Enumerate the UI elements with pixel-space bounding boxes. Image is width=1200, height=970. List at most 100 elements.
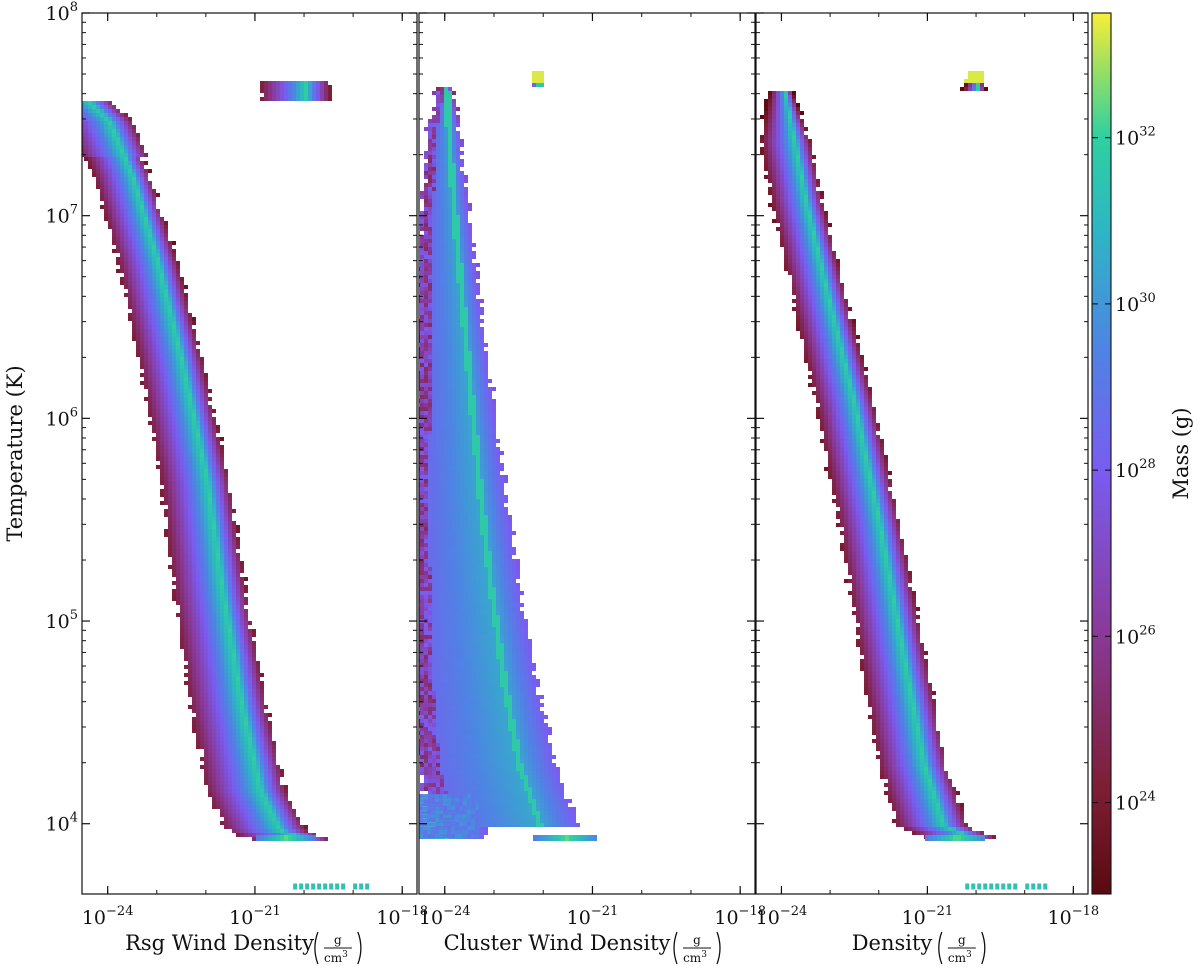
heatmap-cell <box>72 117 76 121</box>
heatmap-cell <box>168 377 172 381</box>
heatmap-cell <box>200 693 204 697</box>
heatmap-cell <box>96 129 100 133</box>
heatmap-cell <box>248 741 252 745</box>
heatmap-cell <box>476 419 480 423</box>
heatmap-cell <box>168 469 172 473</box>
heatmap-cell <box>164 509 168 513</box>
heatmap-cell <box>432 195 436 199</box>
heatmap-cell <box>308 835 312 842</box>
heatmap-cell <box>184 309 188 313</box>
heatmap-cell <box>164 241 168 245</box>
heatmap-cell <box>196 617 200 621</box>
heatmap-cell <box>432 435 436 439</box>
heatmap-cell <box>176 525 180 529</box>
heatmap-cell <box>188 621 192 625</box>
heatmap-cell <box>172 349 176 353</box>
heatmap-cell <box>460 467 464 471</box>
heatmap-cell <box>108 205 112 209</box>
heatmap-cell <box>188 361 192 365</box>
heatmap-cell <box>468 363 472 367</box>
heatmap-cell <box>196 693 200 697</box>
heatmap-cell <box>444 295 448 299</box>
heatmap-cell <box>224 497 228 501</box>
heatmap-cell <box>184 341 188 345</box>
heatmap-cell <box>480 443 484 447</box>
heatmap-cell <box>232 581 236 585</box>
heatmap-cell <box>428 243 432 247</box>
heatmap-cell <box>224 561 228 565</box>
heatmap-cell <box>440 119 444 123</box>
heatmap-cell <box>204 513 208 517</box>
heatmap-cell <box>136 313 140 317</box>
heatmap-cell <box>196 433 200 437</box>
heatmap-cell <box>120 245 124 249</box>
heatmap-cell <box>148 345 152 349</box>
outlier-mark <box>323 883 328 890</box>
heatmap-cell <box>452 191 456 195</box>
heatmap-cell <box>216 617 220 621</box>
heatmap-cell <box>204 625 208 629</box>
heatmap-cell <box>216 493 220 497</box>
heatmap-cell <box>204 741 208 745</box>
heatmap-cell <box>208 469 212 473</box>
heatmap-cell <box>488 503 492 507</box>
heatmap-cell <box>196 737 200 741</box>
heatmap-cell <box>216 713 220 717</box>
heatmap-cell <box>148 225 152 229</box>
heatmap-cell <box>428 475 432 479</box>
heatmap-cell <box>448 371 452 375</box>
heatmap-cell <box>72 141 76 145</box>
heatmap-cell <box>196 373 200 377</box>
heatmap-cell <box>192 453 196 457</box>
heatmap-cell <box>440 171 444 175</box>
heatmap-cell <box>88 133 92 137</box>
heatmap-cell <box>188 529 192 533</box>
heatmap-cell <box>284 835 288 842</box>
heatmap-cell <box>220 545 224 549</box>
heatmap-cell <box>216 777 220 781</box>
heatmap-cell <box>132 269 136 273</box>
heatmap-cell <box>172 409 176 413</box>
heatmap-cell <box>460 439 464 443</box>
heatmap-cell <box>200 385 204 389</box>
heatmap-cell <box>144 177 148 181</box>
heatmap-cell <box>184 493 188 497</box>
heatmap-cell <box>124 165 128 169</box>
heatmap-cell <box>216 725 220 729</box>
heatmap-cell <box>84 133 88 137</box>
heatmap-cell <box>160 477 164 481</box>
heatmap-cell <box>184 381 188 385</box>
heatmap-cell <box>176 533 180 537</box>
heatmap-cell <box>448 343 452 347</box>
heatmap-cell <box>104 141 108 145</box>
heatmap-cell <box>432 319 436 323</box>
heatmap-cell <box>160 365 164 369</box>
heatmap-cell <box>264 835 268 842</box>
heatmap-cell <box>184 585 188 589</box>
heatmap-cell <box>448 399 452 403</box>
heatmap-cell <box>132 157 136 161</box>
heatmap-cell <box>152 217 156 221</box>
heatmap-cell <box>212 617 216 621</box>
heatmap-cell <box>444 427 448 431</box>
heatmap-cell <box>432 155 436 159</box>
heatmap-cell <box>272 85 276 89</box>
heatmap-cell <box>116 165 120 169</box>
heatmap-cell <box>428 415 432 419</box>
heatmap-cell <box>176 269 180 273</box>
heatmap-cell <box>232 817 236 821</box>
heatmap-cell <box>176 513 180 517</box>
heatmap-cell <box>240 621 244 625</box>
heatmap-cell <box>244 745 248 749</box>
heatmap-cell <box>204 473 208 477</box>
heatmap-cell <box>204 561 208 565</box>
heatmap-cell <box>140 333 144 337</box>
heatmap-cell <box>272 97 276 101</box>
heatmap-cell <box>192 421 196 425</box>
heatmap-cell <box>120 229 124 233</box>
heatmap-cell <box>196 361 200 365</box>
heatmap-cell <box>272 93 276 97</box>
heatmap-cell <box>192 657 196 661</box>
heatmap-cell <box>456 451 460 455</box>
heatmap-cell <box>480 347 484 351</box>
